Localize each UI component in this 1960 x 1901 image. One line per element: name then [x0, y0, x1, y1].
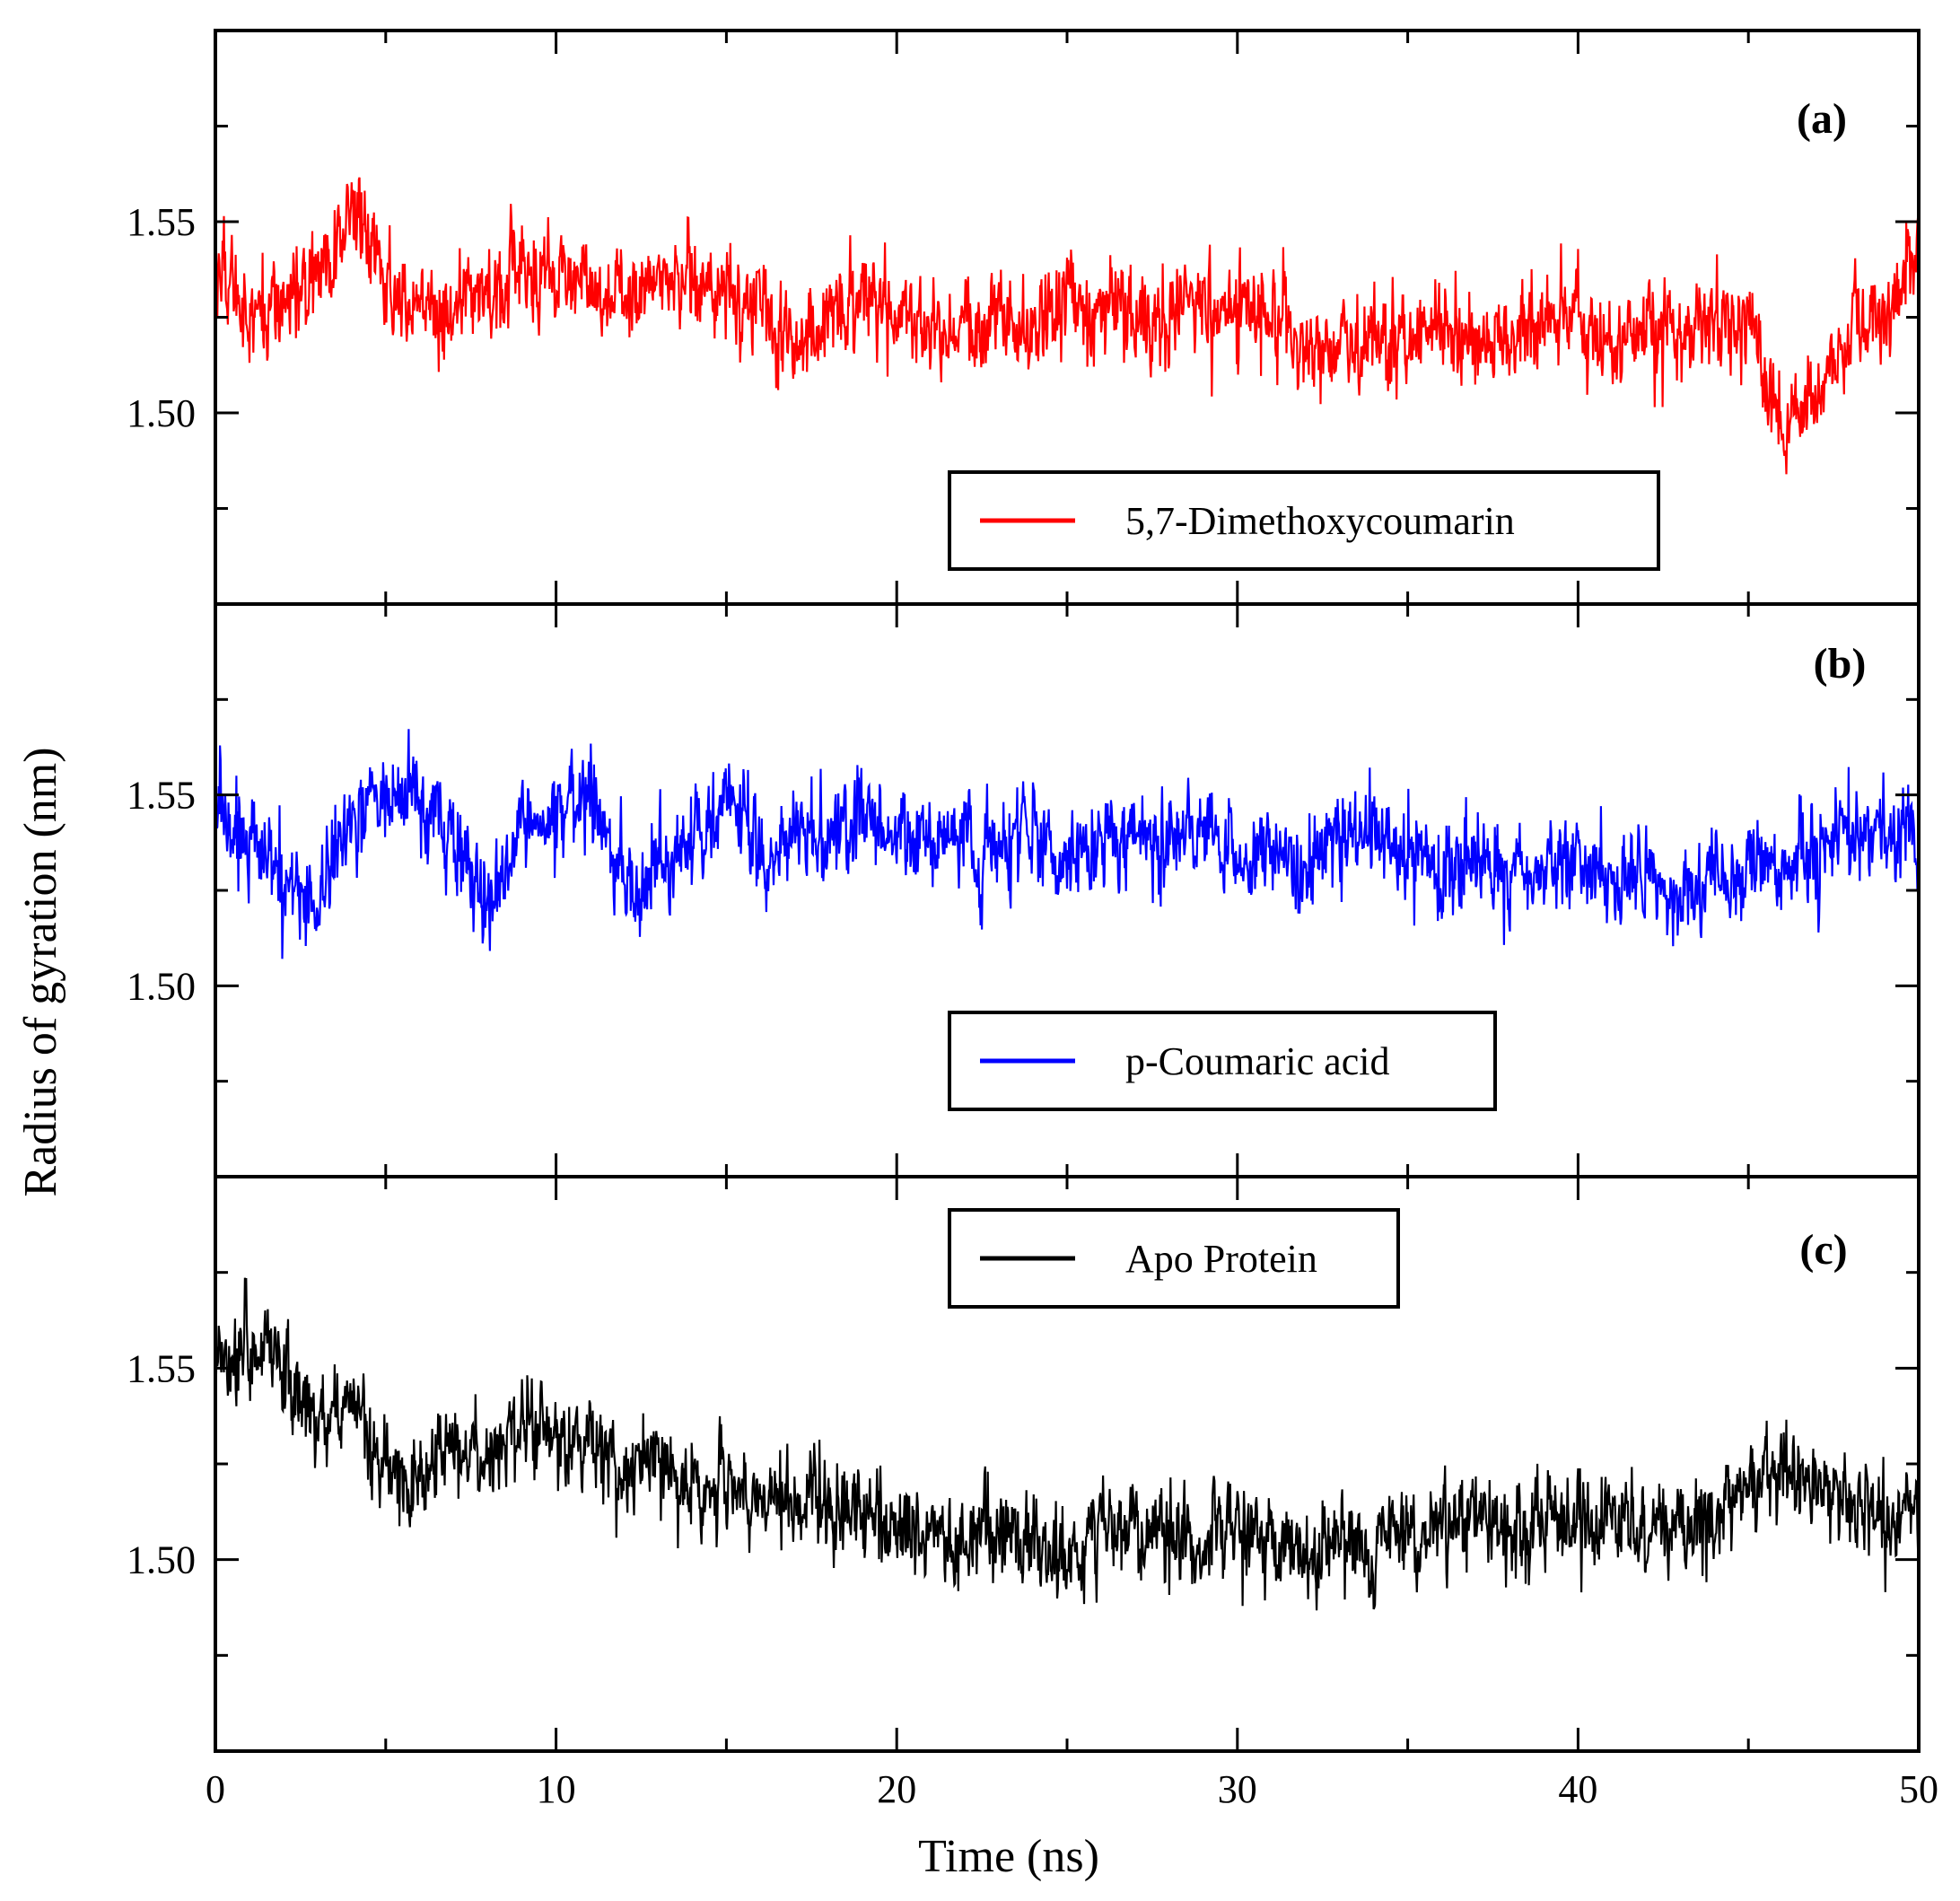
y-tick-label: 1.55 — [127, 1346, 196, 1390]
panel-2: 1.50 1.55 (b) p-Coumaric acid — [127, 602, 1921, 1178]
x-tick-label: 20 — [877, 1767, 916, 1811]
y-tick-label: 1.50 — [127, 1538, 196, 1582]
legend-label: Apo Protein — [1125, 1237, 1317, 1281]
x-tick-label: 10 — [537, 1767, 576, 1811]
x-tick-label: 40 — [1558, 1767, 1597, 1811]
legend-3: Apo Protein — [948, 1208, 1400, 1309]
panels-layer: 1.50 1.55 (a) 5,7-Dimethoxycoumarin 1.50 1.55… — [127, 29, 1938, 1811]
y-tick-label: 1.50 — [127, 964, 196, 1008]
legend-2: p-Coumaric acid — [948, 1011, 1497, 1111]
legend-label: p-Coumaric acid — [1125, 1039, 1389, 1083]
x-axis-title: Time (ns) — [918, 1831, 1099, 1882]
x-tick-label: 0 — [206, 1767, 225, 1811]
x-tick-labels: 0 10 20 30 40 50 — [206, 1767, 1938, 1811]
series-line-2 — [215, 729, 1919, 959]
x-tick-label: 50 — [1899, 1767, 1938, 1811]
y-tick-label: 1.55 — [127, 774, 196, 818]
panel-tag-1: (a) — [1797, 95, 1847, 143]
panel-tag-3: (c) — [1799, 1226, 1847, 1274]
series-line-3 — [215, 1277, 1919, 1611]
y-axis-title: Radius of gyration (nm) — [15, 747, 66, 1196]
y-tick-label: 1.55 — [127, 200, 196, 244]
series-line-1 — [215, 177, 1919, 475]
legend-1: 5,7-Dimethoxycoumarin — [948, 470, 1660, 571]
legend-label: 5,7-Dimethoxycoumarin — [1125, 499, 1515, 543]
panel-3: 1.50 1.55 (c) Apo Protein — [127, 1175, 1921, 1753]
panel-tag-2: (b) — [1814, 640, 1867, 688]
y-tick-label: 1.50 — [127, 391, 196, 435]
x-tick-label: 30 — [1218, 1767, 1257, 1811]
